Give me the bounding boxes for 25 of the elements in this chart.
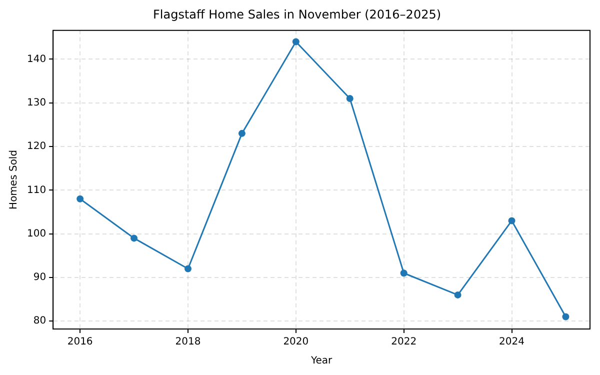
y-tick-label: 80 xyxy=(33,316,46,327)
x-tick-label: 2022 xyxy=(391,336,417,348)
y-tick-label: 140 xyxy=(26,54,46,65)
point xyxy=(238,130,246,137)
x-tick-label: 2024 xyxy=(499,336,524,348)
point xyxy=(454,291,462,298)
point xyxy=(184,265,192,272)
x-tick-label: 2016 xyxy=(67,336,93,348)
point xyxy=(130,234,138,242)
y-tick-label: 100 xyxy=(26,228,46,240)
y-tick-label: 120 xyxy=(26,141,46,152)
point xyxy=(400,270,408,277)
y-tick-label: 130 xyxy=(26,97,46,108)
y-axis-title: Homes Sold xyxy=(8,150,20,210)
point xyxy=(562,313,570,320)
chart-title: Flagstaff Home Sales in November (2016–2025) xyxy=(152,7,442,22)
point xyxy=(76,195,84,202)
point xyxy=(346,95,354,102)
point xyxy=(508,217,516,224)
point xyxy=(292,38,300,46)
x-axis-title: Year xyxy=(310,356,334,367)
y-tick-label: 110 xyxy=(26,184,46,196)
y-tick-label: 90 xyxy=(33,272,46,284)
x-tick-label: 2020 xyxy=(283,336,309,348)
x-tick-label: 2018 xyxy=(175,336,201,348)
